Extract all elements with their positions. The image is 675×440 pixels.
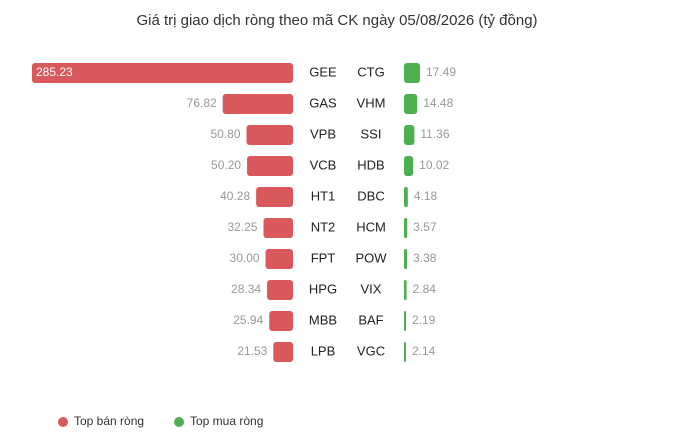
legend-marker: [174, 417, 184, 427]
value-label: 25.94: [233, 313, 263, 327]
legend-label: Top mua ròng: [190, 414, 263, 428]
category-label: GEE: [309, 64, 337, 79]
bar: [269, 311, 293, 331]
bar: [273, 342, 293, 362]
value-label: 40.28: [220, 189, 250, 203]
category-label: VCB: [310, 157, 337, 172]
legend-marker: [58, 417, 68, 427]
category-label: NT2: [311, 219, 336, 234]
value-label: 14.48: [423, 96, 453, 110]
value-label: 2.19: [412, 313, 436, 327]
bar: [263, 218, 293, 238]
bar: [32, 63, 293, 83]
value-label: 50.20: [211, 158, 241, 172]
category-label: LPB: [311, 343, 336, 358]
value-label: 76.82: [187, 96, 217, 110]
category-label: SSI: [361, 126, 382, 141]
value-label: 30.00: [230, 251, 260, 265]
value-label: 3.57: [413, 220, 437, 234]
bar: [404, 280, 407, 300]
value-label: 32.25: [227, 220, 257, 234]
value-label: 21.53: [237, 344, 267, 358]
bar: [267, 280, 293, 300]
category-label: FPT: [311, 250, 336, 265]
bar: [404, 342, 406, 362]
bar: [404, 125, 415, 145]
category-label: BAF: [358, 312, 383, 327]
value-label: 50.80: [210, 127, 240, 141]
value-label: 28.34: [231, 282, 261, 296]
value-label: 11.36: [420, 127, 449, 141]
bar: [404, 63, 421, 83]
category-label: HPG: [309, 281, 337, 296]
bar: [404, 94, 418, 114]
bar: [265, 249, 293, 269]
bar: [246, 125, 293, 145]
value-label: 4.18: [414, 189, 438, 203]
category-label: VHM: [357, 95, 386, 110]
legend-label: Top bán ròng: [74, 414, 144, 428]
bar: [404, 156, 414, 176]
bar: [404, 249, 408, 269]
category-label: HDB: [357, 157, 384, 172]
category-label: MBB: [309, 312, 337, 327]
bar: [404, 311, 407, 331]
category-label: VPB: [310, 126, 336, 141]
bar: [256, 187, 293, 207]
value-label: 10.02: [419, 158, 449, 172]
value-label: 285.23: [36, 65, 73, 79]
category-label: CTG: [357, 64, 384, 79]
bar: [404, 187, 408, 207]
category-label: VIX: [361, 281, 382, 296]
category-label: HT1: [311, 188, 336, 203]
value-label: 2.14: [412, 344, 436, 358]
category-label: HCM: [356, 219, 386, 234]
category-label: DBC: [357, 188, 384, 203]
bar: [404, 218, 408, 238]
value-label: 17.49: [426, 65, 456, 79]
category-label: GAS: [309, 95, 337, 110]
chart-title: Giá trị giao dịch ròng theo mã CK ngày 0…: [136, 12, 537, 29]
category-label: VGC: [357, 343, 385, 358]
value-label: 2.84: [413, 282, 437, 296]
category-label: POW: [355, 250, 387, 265]
bar: [247, 156, 293, 176]
bar: [222, 94, 293, 114]
value-label: 3.38: [413, 251, 437, 265]
